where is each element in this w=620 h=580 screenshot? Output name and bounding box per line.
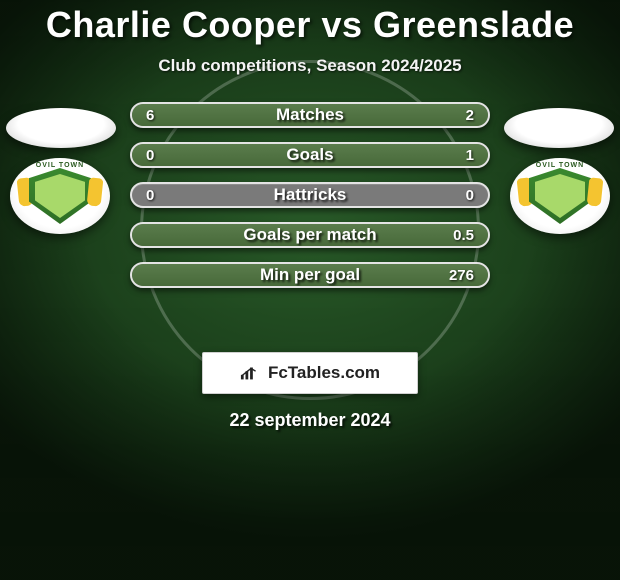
crest-lion-right-icon: [587, 177, 604, 206]
stat-label: Hattricks: [132, 184, 488, 206]
crest-shield-icon: [529, 168, 591, 224]
brand-label: FcTables.com: [268, 363, 380, 383]
stat-bar-left-fill: [132, 104, 399, 126]
left-mascot-oval: [6, 108, 116, 148]
right-club-crest: OVIL TOWN: [510, 158, 610, 234]
page-title: Charlie Cooper vs Greenslade: [0, 4, 620, 46]
stat-bar-right-fill: [132, 224, 488, 246]
bar-chart-icon: [240, 365, 262, 381]
stat-bar-right-fill: [132, 144, 488, 166]
stat-bar-right-fill: [399, 104, 488, 126]
infographic-container: Charlie Cooper vs Greenslade Club compet…: [0, 0, 620, 431]
crest-text-right: OVIL TOWN: [510, 162, 610, 169]
stat-bar: 01Goals: [130, 142, 490, 168]
stat-bar: 0 0Hattricks: [130, 182, 490, 208]
stats-arena: OVIL TOWN OVIL TOWN 62Matches 01Goals 0 0Ha…: [0, 98, 620, 338]
date-label: 22 september 2024: [0, 410, 620, 431]
crest-shield-icon: [29, 168, 91, 224]
stat-bar-right-fill: [132, 264, 488, 286]
stat-bars: 62Matches 01Goals 0 0Hattricks 0.5Goals per …: [130, 102, 490, 288]
right-mascot-oval: [504, 108, 614, 148]
subtitle: Club competitions, Season 2024/2025: [0, 56, 620, 76]
stat-left-value: 0: [146, 184, 154, 206]
stat-bar: 62Matches: [130, 102, 490, 128]
stat-right-value: 0: [466, 184, 474, 206]
source-badge: FcTables.com: [202, 352, 418, 394]
stat-bar: 276Min per goal: [130, 262, 490, 288]
stat-bar: 0.5Goals per match: [130, 222, 490, 248]
crest-text-left: OVIL TOWN: [10, 162, 110, 169]
left-club-crest: OVIL TOWN: [10, 158, 110, 234]
crest-lion-right-icon: [87, 177, 104, 206]
